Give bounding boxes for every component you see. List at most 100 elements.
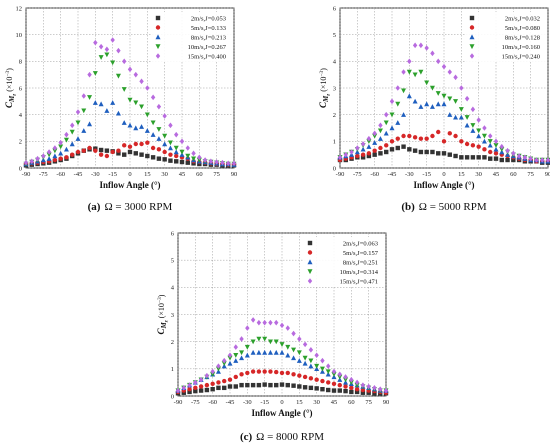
data-point (464, 141, 470, 147)
data-point (308, 347, 314, 353)
data-point (174, 153, 179, 159)
data-point (222, 385, 227, 391)
data-point (245, 382, 250, 388)
x-tick-label: -75 (39, 171, 48, 178)
data-point (366, 151, 372, 156)
x-tick-label: 75 (527, 171, 534, 178)
data-point (447, 131, 452, 136)
y-axis-label-part: ) (5, 68, 14, 71)
data-point (401, 88, 407, 94)
legend-entry: 8m/s,J=0.213 (191, 34, 226, 41)
chart-panel-1: -90 -75 -60 -45 -30 -15 0 15 30 45 60 75 90 0 2 4 6 8 10 12… (4, 5, 237, 213)
x-tick-label: -90 (174, 399, 183, 406)
data-point (98, 55, 104, 60)
data-point (116, 47, 121, 54)
data-point (58, 144, 64, 150)
data-point (268, 369, 273, 374)
y-axis-label-part: C (318, 101, 328, 108)
data-point (173, 149, 179, 155)
data-point (297, 373, 302, 378)
data-point (424, 80, 430, 86)
data-point (198, 384, 204, 389)
legend-marker (469, 15, 475, 21)
data-point (349, 385, 354, 391)
data-point (127, 149, 133, 155)
y-axis-label-part: (×10 (319, 77, 328, 94)
data-point (389, 125, 395, 131)
x-tick-label: 90 (383, 399, 390, 406)
x-tick-label: 75 (213, 171, 220, 178)
data-point (156, 147, 162, 152)
data-point (493, 143, 499, 148)
legend-entry: 5m/s,J=0.133 (191, 25, 226, 32)
data-point (204, 372, 210, 379)
data-point (150, 145, 156, 151)
data-point (493, 151, 499, 156)
y-tick-label: 10 (16, 32, 23, 39)
x-tick-label: -60 (370, 171, 379, 178)
x-tick-label: 15 (144, 171, 151, 178)
data-point (441, 63, 447, 70)
data-point (470, 106, 476, 113)
data-point (75, 120, 81, 126)
data-point (395, 120, 401, 125)
data-point (331, 372, 337, 377)
data-point (326, 380, 331, 385)
legend-box (304, 237, 384, 287)
data-point (233, 384, 238, 389)
data-point (331, 388, 337, 393)
legend-entry: 15m/s,J=0.471 (340, 278, 378, 285)
data-point (302, 360, 308, 366)
y-tick-label: 8 (19, 59, 22, 66)
data-point (75, 136, 81, 141)
data-point (464, 122, 470, 128)
data-point (133, 151, 138, 156)
data-point (64, 131, 69, 138)
y-axis-label-part: C (156, 327, 166, 334)
data-point (476, 133, 482, 139)
data-point (482, 155, 487, 160)
data-point (185, 160, 190, 165)
x-tick-label: -45 (74, 171, 83, 178)
legend-marker (155, 15, 161, 21)
data-point (58, 150, 64, 156)
data-point (424, 101, 430, 107)
data-point (470, 155, 476, 160)
data-point (173, 145, 179, 151)
data-point (262, 382, 267, 387)
data-point (430, 149, 435, 155)
data-point (302, 374, 308, 380)
data-point (256, 349, 262, 355)
data-point (499, 147, 505, 152)
caption-letter: (b) (401, 201, 415, 213)
data-point (35, 155, 40, 162)
data-point (227, 377, 233, 382)
data-point (145, 153, 150, 159)
data-point (488, 156, 493, 161)
data-point (233, 353, 239, 358)
data-point (383, 130, 389, 136)
data-point (104, 52, 110, 58)
data-point (244, 344, 250, 350)
data-point (360, 141, 366, 147)
data-point (476, 117, 481, 123)
data-point (395, 136, 400, 141)
y-tick-label: 6 (19, 85, 23, 92)
data-point (239, 336, 244, 342)
legend-marker (155, 44, 161, 50)
data-point (401, 144, 406, 149)
caption-letter: (c) (240, 431, 253, 443)
x-tick-label: 0 (280, 399, 283, 406)
data-point (162, 141, 168, 147)
x-tick-label: 60 (510, 171, 517, 178)
y-tick-label: 1 (171, 366, 174, 373)
x-tick-label: -30 (405, 171, 414, 178)
data-point (395, 85, 400, 91)
data-point (493, 146, 499, 152)
legend-marker (155, 53, 161, 59)
legend-marker (307, 240, 313, 246)
y-tick-label: 4 (19, 112, 23, 119)
data-point (360, 387, 366, 393)
data-point (458, 114, 464, 120)
data-point (326, 363, 331, 369)
